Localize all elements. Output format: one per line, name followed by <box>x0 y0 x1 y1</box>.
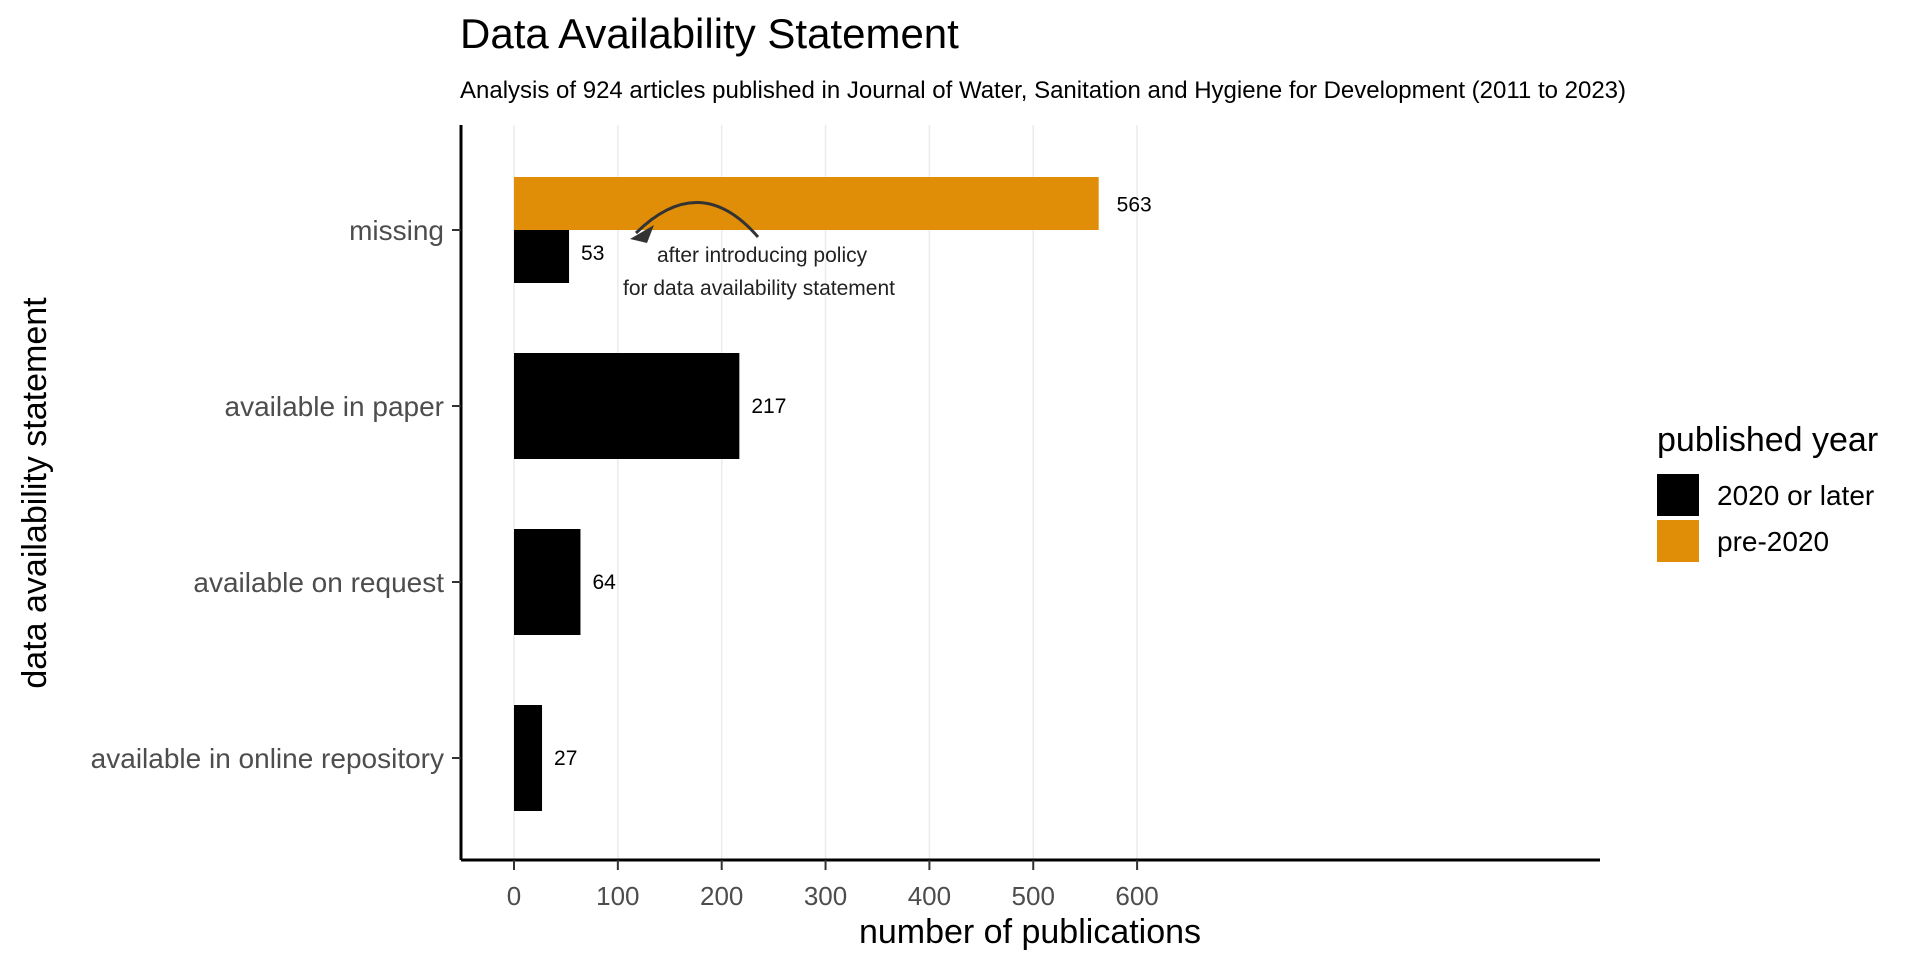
chart-subtitle: Analysis of 924 articles published in Jo… <box>460 77 1626 104</box>
legend-label: 2020 or later <box>1717 480 1874 511</box>
x-axis-title: number of publications <box>859 913 1201 951</box>
legend-swatch <box>1657 474 1699 516</box>
annotation-arrowhead <box>630 225 654 243</box>
bar-2020-or-later <box>514 353 740 459</box>
x-tick-label: 100 <box>596 881 639 911</box>
gridlines <box>513 125 1138 860</box>
x-tick-label: 600 <box>1115 881 1158 911</box>
x-tick-label: 400 <box>908 881 951 911</box>
y-tick-label: available in online repository <box>91 743 444 774</box>
bar-2020-or-later <box>514 529 581 635</box>
legend-label: pre-2020 <box>1717 526 1829 557</box>
legend-swatch <box>1657 520 1699 562</box>
bar-2020-or-later <box>514 705 543 811</box>
bar-2020-or-later <box>514 230 570 283</box>
data-label: 64 <box>592 571 616 594</box>
chart-title: Data Availability Statement <box>460 10 959 57</box>
y-tick-label: available on request <box>193 567 444 598</box>
annotation-arrow <box>634 201 760 238</box>
data-label: 563 <box>1117 194 1152 217</box>
legend: published year 2020 or later pre-2020 <box>1657 421 1878 562</box>
x-tick-label: 500 <box>1012 881 1055 911</box>
data-labels: 563 53 217 64 27 <box>554 194 1152 771</box>
data-label: 53 <box>581 242 604 265</box>
x-tick-label: 0 <box>507 881 521 911</box>
legend-items: 2020 or later pre-2020 <box>1657 474 1874 562</box>
x-tick-label: 300 <box>804 881 847 911</box>
bars <box>514 177 1099 811</box>
y-ticks: missing available in paper available on re… <box>91 215 461 774</box>
legend-title: published year <box>1657 421 1878 459</box>
bar-pre-2020 <box>514 177 1099 230</box>
data-label: 217 <box>751 395 786 418</box>
x-tick-label: 200 <box>700 881 743 911</box>
y-axis-title: data availability statement <box>16 297 54 689</box>
annotation-line-2: for data availability statement <box>623 277 895 300</box>
y-tick-label: available in paper <box>225 391 445 422</box>
annotation-line-1: after introducing policy <box>657 244 868 267</box>
x-ticks: 0 100 200 300 400 500 600 <box>507 860 1159 911</box>
data-label: 27 <box>554 747 577 770</box>
y-tick-label: missing <box>349 215 444 246</box>
